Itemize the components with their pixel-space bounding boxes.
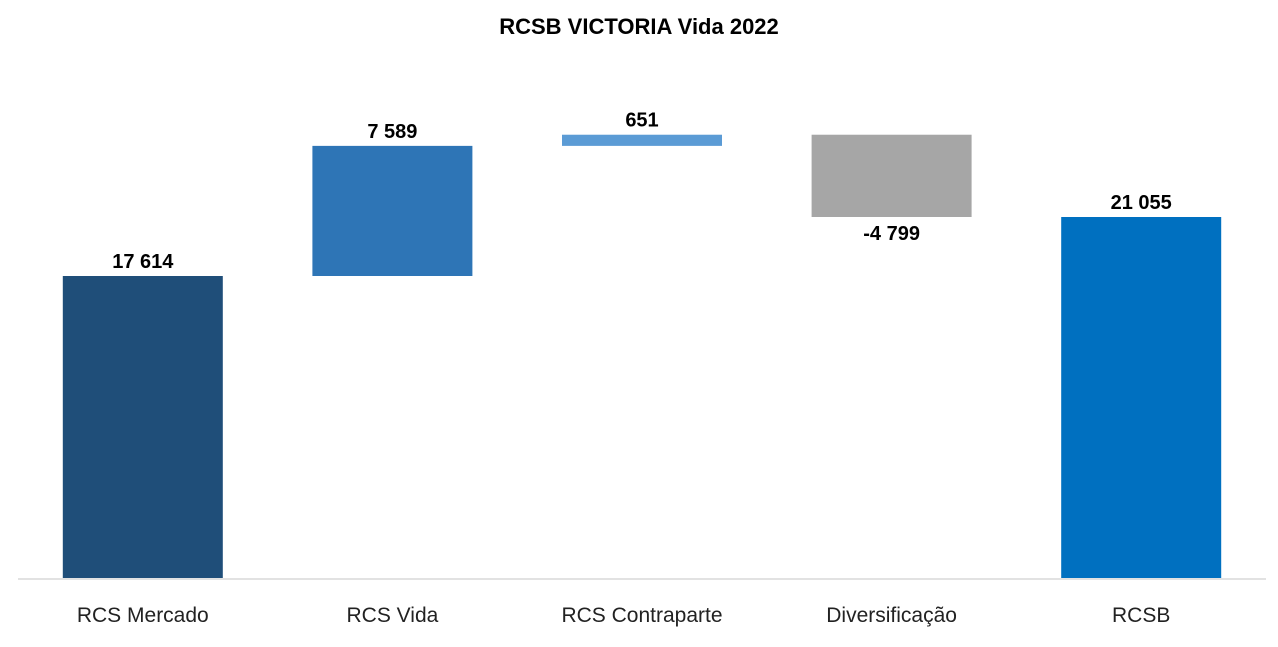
data-labels-layer: 17 614 7 589 651 -4 799 21 055 xyxy=(112,110,1172,273)
x-tick-labels-layer: RCS Mercado RCS Vida RCS Contraparte Divers… xyxy=(77,604,1171,627)
x-tick-label-rcs-vida: RCS Vida xyxy=(346,604,438,627)
x-tick-label-rcs-mercado: RCS Mercado xyxy=(77,604,209,627)
bar-rcsb xyxy=(1061,217,1222,578)
x-tick-label-diversificacao: Diversificação xyxy=(826,604,957,627)
data-label-rcs-vida: 7 589 xyxy=(367,121,417,143)
data-label-rcs-mercado: 17 614 xyxy=(112,251,174,273)
bar-rcs-vida xyxy=(312,145,473,276)
data-label-diversificacao: -4 799 xyxy=(863,223,920,245)
chart-title: RCSB VICTORIA Vida 2022 xyxy=(499,14,779,39)
data-label-rcsb: 21 055 xyxy=(1111,192,1172,214)
bar-diversificacao xyxy=(811,134,972,218)
x-tick-label-rcsb: RCSB xyxy=(1112,604,1170,627)
bar-rcs-contraparte xyxy=(562,134,722,146)
bar-rcs-mercado xyxy=(62,276,223,578)
data-label-rcs-contraparte: 651 xyxy=(625,110,658,132)
x-tick-label-rcs-contraparte: RCS Contraparte xyxy=(561,604,722,627)
bars-layer xyxy=(62,134,1222,578)
